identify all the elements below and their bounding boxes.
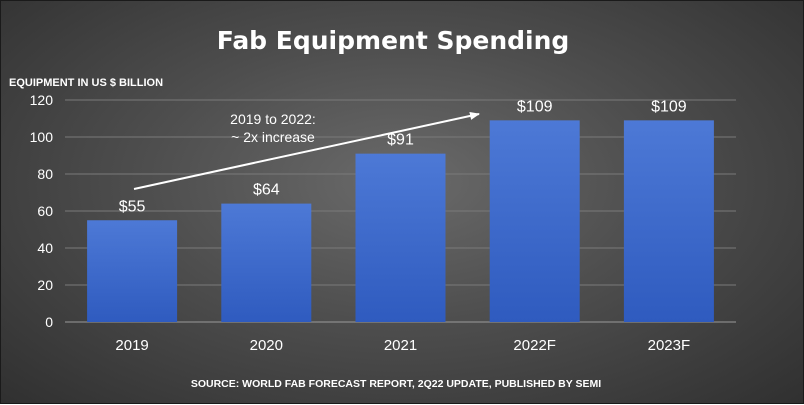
growth-annotation: 2019 to 2022: ~ 2x increase (133, 111, 480, 190)
y-tick-label: 60 (37, 203, 53, 219)
y-tick-label: 120 (30, 92, 54, 108)
x-tick-label: 2022F (513, 337, 556, 354)
x-axis-ticks: 2019 2020 2021 2022F 2023F (115, 337, 690, 354)
bar-2020 (221, 203, 312, 322)
y-tick-label: 0 (45, 314, 53, 330)
data-label: $55 (119, 198, 146, 215)
annotation-line-2: ~ 2x increase (231, 129, 315, 145)
data-labels: $55 $64 $91 $109 $109 (119, 98, 687, 215)
x-tick-label: 2023F (648, 337, 691, 354)
bar-2023f (623, 120, 714, 322)
bars (87, 120, 714, 322)
bar-2019 (87, 220, 178, 322)
x-tick-label: 2019 (115, 337, 148, 354)
annotation-line-1: 2019 to 2022: (230, 111, 316, 127)
x-tick-label: 2020 (250, 337, 283, 354)
data-label: $109 (517, 98, 553, 115)
y-axis-label: EQUIPMENT IN US $ BILLION (9, 77, 163, 89)
y-axis-ticks: 0 20 40 60 80 100 120 (30, 92, 54, 330)
data-label: $91 (387, 132, 414, 149)
y-tick-label: 40 (37, 240, 53, 256)
bar-2022f (489, 120, 580, 322)
growth-arrow (133, 112, 480, 190)
chart-title: Fab Equipment Spending (217, 26, 570, 55)
data-label: $109 (651, 98, 687, 115)
bar-2021 (355, 153, 446, 322)
y-tick-label: 20 (37, 277, 53, 293)
source-note: SOURCE: WORLD FAB FORECAST REPORT, 2Q22 … (191, 378, 601, 390)
x-tick-label: 2021 (384, 337, 417, 354)
y-tick-label: 100 (30, 129, 54, 145)
data-label: $64 (253, 182, 280, 199)
y-tick-label: 80 (37, 166, 53, 182)
